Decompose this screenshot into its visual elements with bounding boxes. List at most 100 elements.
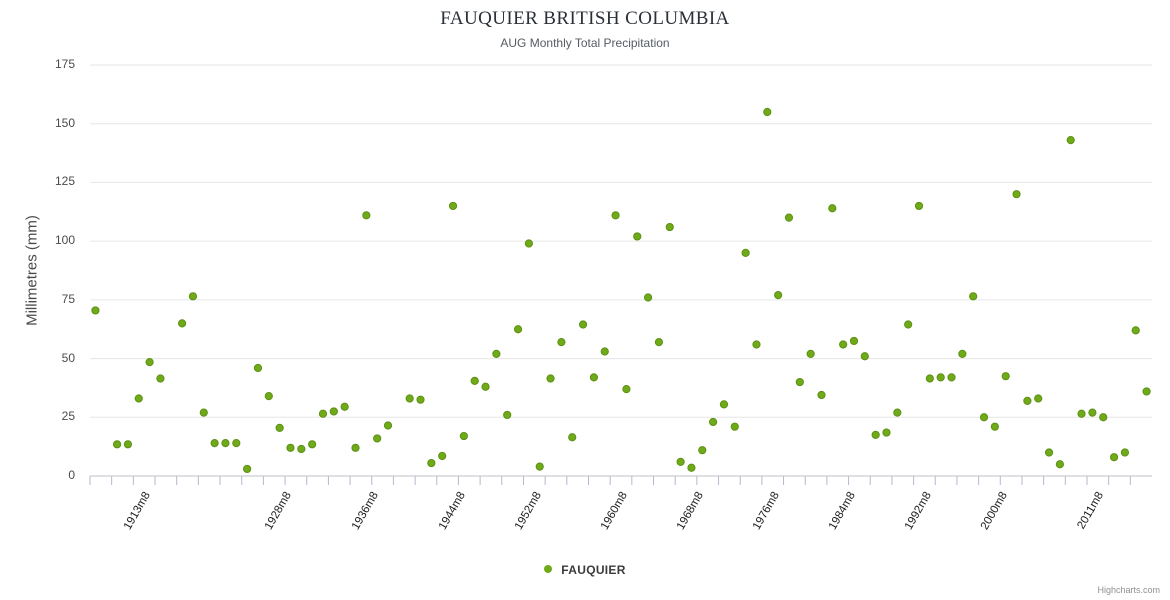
data-point[interactable]	[1109, 453, 1119, 462]
data-point[interactable]	[492, 349, 501, 358]
data-point[interactable]	[178, 319, 187, 328]
data-point[interactable]	[1001, 372, 1010, 381]
data-point[interactable]	[416, 395, 425, 404]
data-point[interactable]	[308, 440, 317, 449]
data-point[interactable]	[969, 292, 978, 301]
data-point[interactable]	[654, 338, 664, 347]
data-point[interactable]	[665, 222, 674, 232]
data-point[interactable]	[145, 357, 154, 367]
data-point[interactable]	[698, 446, 707, 455]
data-point[interactable]	[1120, 448, 1130, 457]
data-point[interactable]	[1066, 136, 1075, 145]
data-point[interactable]	[134, 394, 143, 403]
data-point[interactable]	[1044, 448, 1054, 457]
data-point[interactable]	[264, 392, 273, 401]
data-point[interactable]	[373, 434, 382, 443]
data-point[interactable]	[448, 201, 458, 211]
data-point[interactable]	[329, 407, 338, 416]
data-point[interactable]	[156, 374, 165, 383]
data-point[interactable]	[459, 431, 468, 441]
data-point[interactable]	[427, 458, 436, 468]
data-point[interactable]	[513, 325, 523, 334]
data-point[interactable]	[633, 232, 642, 241]
data-point[interactable]	[286, 443, 295, 452]
data-point[interactable]	[253, 363, 263, 373]
data-point[interactable]	[221, 439, 230, 448]
data-point[interactable]	[405, 394, 414, 403]
data-point[interactable]	[936, 373, 945, 382]
data-point[interactable]	[112, 440, 122, 449]
data-point[interactable]	[275, 423, 284, 432]
data-point[interactable]	[1034, 394, 1043, 403]
highcharts-credit[interactable]: Highcharts.com	[1097, 585, 1160, 595]
data-point[interactable]	[1088, 408, 1097, 417]
legend-marker-icon	[544, 564, 553, 573]
data-point[interactable]	[676, 457, 685, 467]
data-point[interactable]	[1131, 326, 1140, 335]
data-point[interactable]	[481, 382, 490, 391]
data-points[interactable]	[91, 107, 1151, 474]
data-point[interactable]	[362, 211, 371, 220]
data-point[interactable]	[123, 440, 133, 449]
data-point[interactable]	[741, 248, 750, 257]
data-point[interactable]	[774, 291, 783, 300]
data-point[interactable]	[91, 306, 100, 315]
data-point[interactable]	[210, 439, 219, 448]
data-point[interactable]	[990, 422, 999, 431]
data-point[interactable]	[730, 422, 739, 431]
data-point[interactable]	[914, 201, 924, 211]
data-point[interactable]	[904, 320, 913, 329]
data-point[interactable]	[470, 376, 479, 385]
data-point[interactable]	[893, 408, 902, 417]
data-point[interactable]	[947, 373, 956, 382]
data-point[interactable]	[1023, 396, 1032, 405]
data-point[interactable]	[719, 400, 729, 409]
data-point[interactable]	[524, 239, 533, 248]
data-point[interactable]	[839, 340, 848, 349]
data-point[interactable]	[578, 320, 588, 329]
gridlines	[90, 64, 1152, 418]
data-point[interactable]	[849, 336, 859, 346]
data-point[interactable]	[383, 421, 393, 430]
data-point[interactable]	[709, 417, 718, 427]
data-point[interactable]	[232, 439, 241, 448]
data-point[interactable]	[752, 340, 761, 349]
data-point[interactable]	[243, 464, 252, 474]
data-point[interactable]	[860, 352, 869, 361]
data-point[interactable]	[546, 374, 555, 383]
data-point[interactable]	[503, 410, 512, 420]
data-point[interactable]	[979, 413, 989, 422]
data-point[interactable]	[828, 204, 837, 213]
data-point[interactable]	[1099, 413, 1108, 422]
legend-item-fauquier[interactable]: FAUQUIER	[544, 562, 625, 577]
data-point[interactable]	[318, 409, 328, 418]
data-point[interactable]	[589, 373, 599, 382]
data-point[interactable]	[1077, 409, 1086, 418]
data-point[interactable]	[297, 444, 306, 454]
data-point[interactable]	[199, 408, 208, 417]
data-point[interactable]	[611, 211, 620, 220]
data-point[interactable]	[351, 443, 360, 452]
data-point[interactable]	[958, 349, 967, 358]
data-point[interactable]	[568, 433, 577, 442]
data-point[interactable]	[1142, 387, 1151, 396]
data-point[interactable]	[806, 349, 815, 358]
data-point[interactable]	[557, 338, 566, 347]
data-point[interactable]	[925, 374, 934, 383]
data-point[interactable]	[817, 390, 826, 400]
data-point[interactable]	[622, 385, 631, 394]
data-point[interactable]	[784, 213, 794, 222]
data-point[interactable]	[871, 430, 880, 439]
data-point[interactable]	[643, 293, 653, 302]
data-point[interactable]	[687, 463, 696, 472]
data-point[interactable]	[535, 462, 544, 471]
data-point[interactable]	[188, 292, 198, 301]
data-point[interactable]	[600, 347, 609, 356]
data-point[interactable]	[795, 377, 804, 387]
data-point[interactable]	[1055, 460, 1064, 469]
data-point[interactable]	[438, 451, 447, 461]
data-point[interactable]	[882, 428, 891, 437]
data-point[interactable]	[340, 402, 349, 411]
data-point[interactable]	[763, 107, 772, 117]
data-point[interactable]	[1012, 190, 1021, 199]
